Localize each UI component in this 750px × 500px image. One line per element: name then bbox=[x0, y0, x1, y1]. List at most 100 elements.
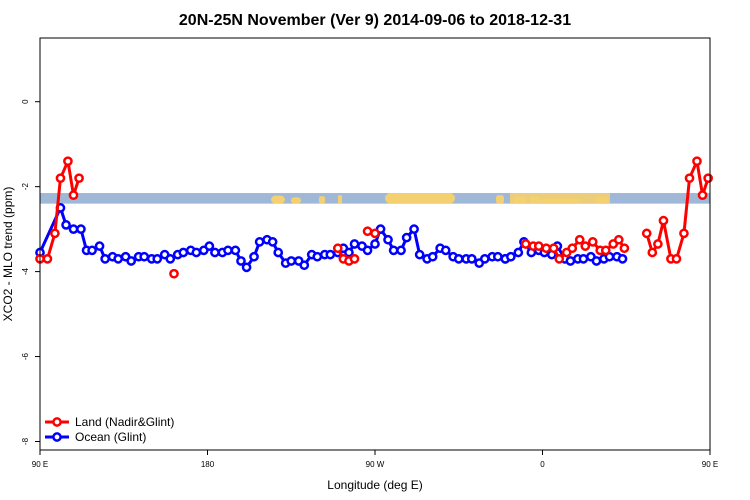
ocean-point bbox=[578, 254, 589, 264]
ocean-point bbox=[325, 249, 336, 260]
land-point bbox=[658, 215, 669, 226]
land-point bbox=[567, 243, 578, 254]
land-point bbox=[653, 239, 663, 249]
land-point bbox=[692, 156, 702, 167]
land-point bbox=[587, 237, 598, 247]
ocean-point bbox=[427, 251, 438, 262]
land-point bbox=[50, 228, 60, 239]
ocean-point bbox=[223, 245, 233, 256]
x-tick-label: 0 bbox=[540, 460, 545, 469]
ocean-point bbox=[312, 251, 323, 262]
land-point bbox=[697, 190, 708, 201]
ocean-point bbox=[344, 247, 354, 258]
land-patch bbox=[271, 195, 285, 204]
ocean-point bbox=[152, 254, 163, 264]
ocean-point bbox=[249, 251, 259, 262]
ocean-point bbox=[440, 245, 451, 256]
ocean-point bbox=[94, 241, 105, 251]
land-legend-label: Land (Nadir&Glint) bbox=[75, 415, 174, 429]
land-point bbox=[554, 254, 565, 264]
land-ocean-band bbox=[40, 193, 710, 204]
ocean-point bbox=[513, 247, 524, 258]
land-point bbox=[63, 156, 73, 167]
x-tick-label: 90 W bbox=[366, 460, 385, 469]
ocean-point bbox=[210, 247, 220, 258]
ocean-point bbox=[506, 251, 516, 262]
ocean-point bbox=[191, 247, 202, 258]
ocean-point bbox=[591, 256, 602, 266]
land-patch bbox=[338, 195, 342, 204]
land-point bbox=[548, 243, 559, 254]
ocean-point bbox=[204, 241, 215, 251]
land-point bbox=[647, 247, 658, 258]
ocean-point bbox=[87, 245, 97, 256]
land-patch bbox=[510, 193, 610, 204]
ocean-point bbox=[273, 247, 284, 258]
ocean-point bbox=[466, 254, 477, 264]
ocean-point bbox=[286, 256, 297, 266]
ocean-point bbox=[349, 239, 360, 249]
ocean-point bbox=[61, 220, 71, 230]
x-axis: 90 E 180 90 W 0 90 E bbox=[32, 450, 718, 469]
ocean-point bbox=[68, 224, 79, 234]
land-point bbox=[619, 243, 630, 254]
ocean-point bbox=[383, 234, 393, 245]
land-point bbox=[641, 228, 652, 239]
land-point bbox=[671, 254, 682, 264]
x-tick-label: 90 E bbox=[702, 460, 718, 469]
ocean-point bbox=[254, 237, 265, 247]
y-tick-label: -2 bbox=[21, 183, 30, 191]
ocean-point bbox=[139, 251, 150, 262]
ocean-point bbox=[617, 254, 628, 264]
land-point bbox=[580, 241, 591, 251]
ocean-point bbox=[267, 237, 278, 247]
ocean-point bbox=[241, 262, 252, 273]
ocean-point bbox=[362, 245, 373, 256]
x-tick-label: 180 bbox=[201, 460, 215, 469]
land-point bbox=[684, 173, 695, 184]
ocean-point bbox=[565, 256, 576, 266]
land-patch bbox=[385, 193, 455, 204]
chart-title: 20N-25N November (Ver 9) 2014-09-06 to 2… bbox=[179, 12, 571, 29]
ocean-point bbox=[165, 254, 176, 264]
land-point bbox=[520, 239, 531, 249]
land-point bbox=[332, 243, 343, 254]
series-layer bbox=[35, 156, 713, 279]
y-tick-label: -4 bbox=[21, 268, 30, 276]
land-point bbox=[703, 173, 713, 184]
ocean-point bbox=[414, 249, 425, 260]
ocean-point bbox=[409, 224, 419, 234]
land-point bbox=[533, 241, 544, 251]
ocean-point bbox=[479, 254, 490, 264]
x-tick-label: 90 E bbox=[32, 460, 48, 469]
ocean-point bbox=[388, 245, 399, 256]
ocean-point bbox=[113, 254, 124, 264]
land-legend-marker bbox=[52, 417, 62, 427]
land-point bbox=[349, 254, 360, 264]
land-point bbox=[74, 173, 84, 184]
ocean-point bbox=[453, 254, 464, 264]
ocean-point bbox=[76, 224, 86, 234]
land-point bbox=[600, 245, 611, 256]
y-tick-label: 0 bbox=[21, 99, 30, 104]
land-point bbox=[55, 173, 66, 184]
land-point bbox=[68, 190, 79, 201]
ocean-point bbox=[178, 247, 189, 258]
legend: Land (Nadir&Glint)Ocean (Glint) bbox=[45, 415, 174, 444]
ocean-band bbox=[40, 193, 710, 204]
ocean-point bbox=[370, 239, 380, 249]
x-axis-label: Longitude (deg E) bbox=[327, 478, 422, 492]
ocean-point bbox=[401, 232, 412, 243]
ocean-point bbox=[299, 260, 310, 271]
ocean-point bbox=[396, 245, 406, 256]
ocean-legend-label: Ocean (Glint) bbox=[75, 430, 146, 444]
land-point bbox=[574, 234, 585, 245]
y-axis: 0 -2 -4 -6 -8 bbox=[21, 99, 40, 445]
y-axis-label: XCO2 - MLO trend (ppm) bbox=[1, 187, 15, 322]
land-point bbox=[362, 226, 373, 237]
land-point bbox=[679, 228, 689, 239]
ocean-point bbox=[100, 254, 110, 264]
ocean-point bbox=[230, 245, 241, 256]
ocean-legend-marker bbox=[52, 432, 62, 442]
